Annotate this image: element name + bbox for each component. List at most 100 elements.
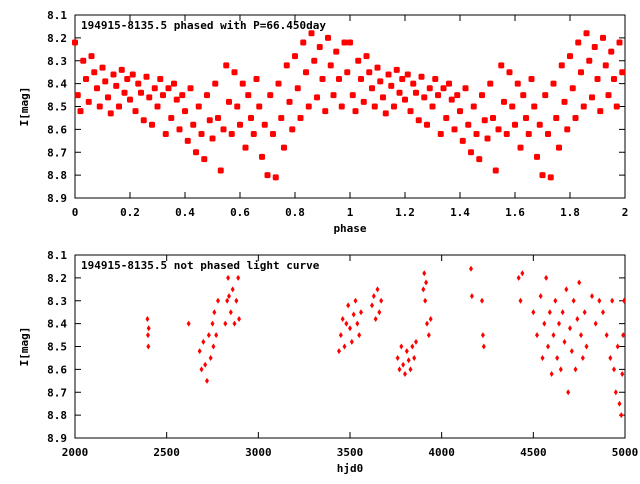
data-point: [512, 121, 518, 128]
data-point: [538, 293, 543, 300]
data-point: [479, 92, 485, 99]
data-point: [395, 354, 400, 361]
data-point: [558, 366, 563, 373]
data-point: [264, 172, 271, 179]
data-point: [344, 320, 349, 327]
y-tick-label: 8.2: [47, 32, 67, 45]
data-point: [385, 71, 392, 78]
data-point: [199, 366, 204, 373]
data-point: [237, 121, 243, 128]
data-point: [228, 130, 235, 137]
data-point: [621, 332, 626, 339]
data-point: [360, 98, 367, 105]
x-tick-label: 1.4: [450, 206, 470, 219]
data-point: [349, 338, 354, 345]
data-point: [421, 286, 426, 293]
x-tick-label: 2500: [153, 446, 180, 459]
x-tick-label: 1: [347, 206, 354, 219]
data-point: [586, 57, 593, 64]
data-point: [149, 121, 155, 128]
data-point: [322, 108, 329, 115]
data-point: [393, 66, 400, 73]
data-point: [602, 62, 609, 69]
data-point: [348, 325, 352, 332]
data-point: [370, 302, 374, 309]
x-tick-label: 3500: [337, 446, 364, 459]
data-point: [454, 92, 461, 99]
data-point: [270, 130, 276, 137]
data-point: [580, 103, 587, 110]
data-point: [406, 357, 411, 364]
data-point: [550, 80, 557, 87]
data-point: [435, 92, 441, 99]
data-point: [94, 85, 100, 92]
data-point: [355, 320, 360, 327]
data-point: [562, 338, 567, 345]
data-point: [590, 293, 594, 300]
data-point: [206, 117, 213, 124]
data-point: [80, 57, 87, 64]
data-point: [377, 309, 382, 316]
data-point: [143, 73, 150, 80]
data-point: [399, 343, 404, 350]
data-point: [399, 76, 406, 83]
data-point: [314, 94, 320, 101]
data-point: [286, 98, 293, 105]
plot-title: 194915-8135.5 not phased light curve: [81, 259, 320, 272]
data-point: [568, 325, 572, 332]
plot-title: 194915-8135.5 phased with P=66.450day: [81, 19, 326, 32]
data-point: [228, 309, 233, 316]
data-point: [308, 30, 315, 37]
data-point: [146, 94, 153, 101]
data-point: [402, 96, 408, 103]
data-point: [620, 370, 625, 377]
data-point: [217, 167, 224, 174]
data-point: [462, 85, 469, 92]
data-point: [195, 103, 202, 110]
data-point: [157, 76, 164, 83]
data-point: [201, 156, 208, 163]
data-point: [171, 80, 177, 87]
x-axis-label: phase: [333, 222, 366, 235]
y-tick-label: 8.1: [47, 249, 67, 262]
data-point: [571, 297, 576, 304]
data-point: [517, 144, 524, 151]
data-point: [145, 316, 150, 323]
data-point: [551, 332, 556, 339]
data-point: [613, 103, 620, 110]
data-point: [547, 174, 554, 181]
data-point: [426, 85, 433, 92]
data-point: [575, 39, 582, 46]
y-tick-label: 8.2: [47, 272, 67, 285]
data-point: [516, 274, 521, 281]
data-point: [248, 114, 254, 121]
data-point: [535, 332, 539, 339]
data-point: [275, 80, 282, 87]
data-point: [443, 114, 450, 121]
data-point: [146, 343, 151, 350]
data-point: [184, 137, 191, 144]
data-point: [490, 114, 496, 121]
data-point: [102, 78, 109, 85]
data-point: [520, 270, 525, 277]
data-point: [561, 98, 568, 105]
data-point: [582, 309, 587, 316]
data-point: [319, 76, 326, 83]
data-point: [99, 64, 106, 71]
data-point: [267, 92, 274, 99]
data-point: [560, 309, 565, 316]
data-point: [553, 297, 558, 304]
data-point: [214, 332, 219, 339]
data-point: [408, 366, 413, 373]
data-point: [480, 332, 485, 339]
data-point: [437, 130, 444, 137]
x-tick-label: 4000: [428, 446, 455, 459]
data-point: [292, 53, 298, 60]
data-point: [358, 76, 364, 83]
data-point: [410, 80, 417, 87]
data-point: [311, 57, 318, 64]
data-point: [495, 126, 502, 133]
data-point: [72, 39, 78, 46]
data-point: [577, 279, 582, 286]
data-point: [425, 320, 429, 327]
